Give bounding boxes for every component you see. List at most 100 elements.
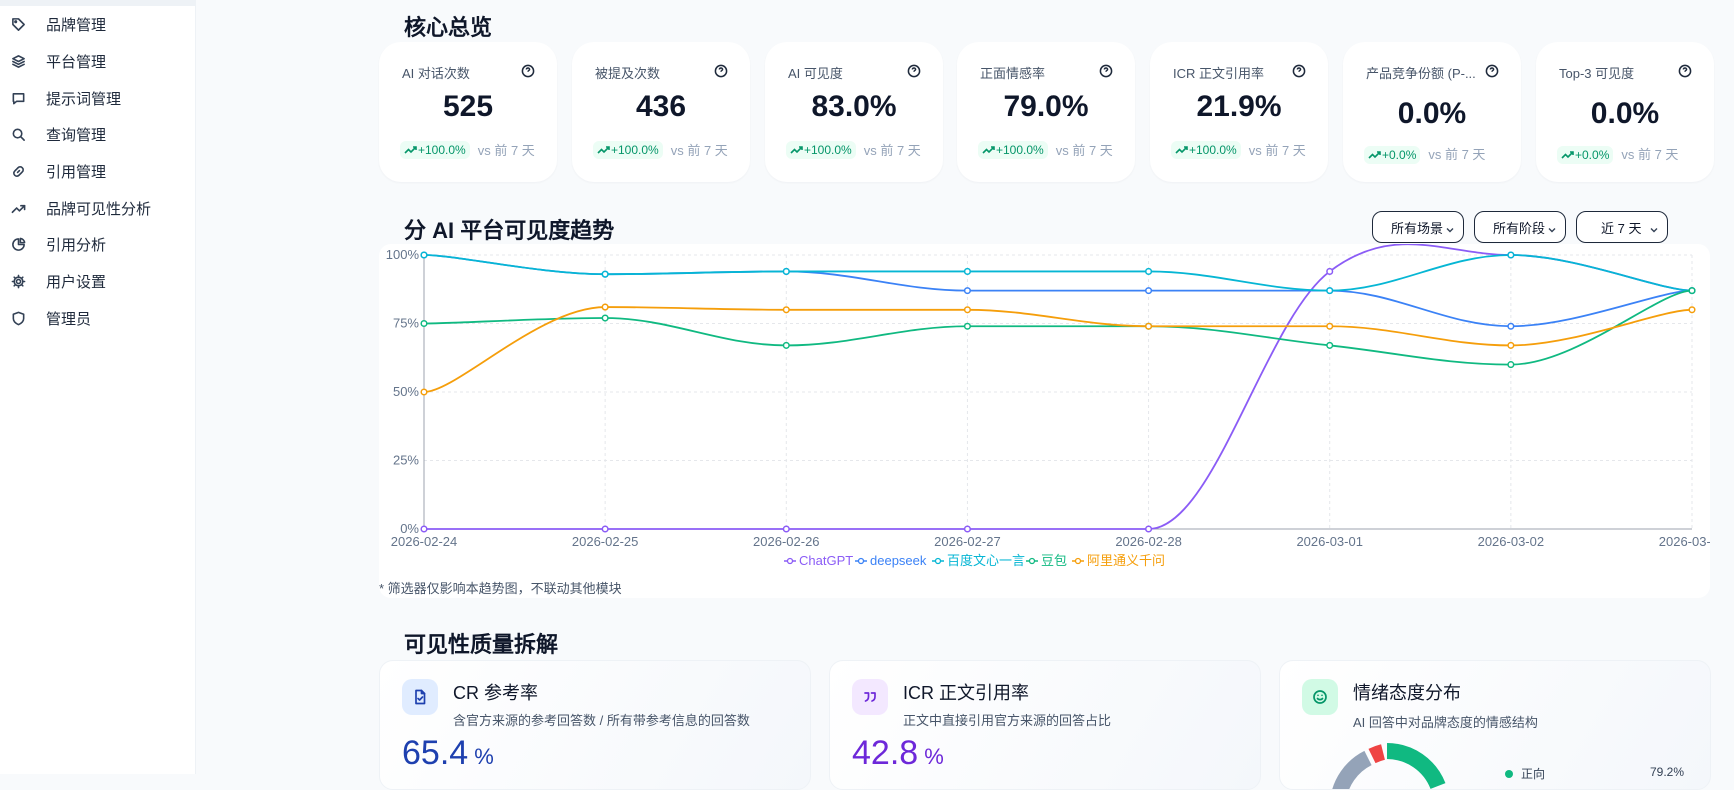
date-range-value: 近 7 天	[1601, 220, 1642, 236]
x-tick-label: 2026-02-25	[572, 534, 639, 549]
data-point	[1507, 322, 1515, 330]
kpi-delta-row: +100.0% vs 前 7 天	[400, 141, 536, 160]
search-icon	[10, 126, 26, 142]
stage-filter[interactable]: 所有阶段	[1474, 211, 1566, 243]
kpi-delta-row: +100.0% vs 前 7 天	[1171, 141, 1307, 160]
stage-filter-value: 所有阶段	[1493, 220, 1546, 236]
series-line-2	[423, 254, 1693, 292]
layers-icon	[10, 53, 26, 69]
data-point	[601, 303, 609, 311]
kpi-label: 正面情感率	[980, 66, 1046, 81]
icr-card-value: 42.8	[852, 734, 919, 772]
kpi-label: ICR 正文引用率	[1173, 66, 1265, 81]
kpi-delta-row: +0.0% vs 前 7 天	[1364, 146, 1485, 164]
kpi-value: 525	[442, 90, 494, 123]
kpi-value: 0.0%	[1590, 97, 1660, 130]
legend-label: deepseek	[870, 553, 927, 568]
kpi-card: 被提及次数 436 +100.0% vs 前 7 天	[572, 42, 750, 182]
overview-title: 核心总览	[404, 15, 493, 40]
legend-label: ChatGPT	[799, 553, 853, 568]
sidebar-item-label: 品牌可见性分析	[46, 200, 152, 218]
x-tick-label: 2026-02-28	[1115, 534, 1182, 549]
kpi-compare: vs 前 7 天	[1621, 147, 1679, 162]
data-point	[1145, 322, 1153, 330]
kpi-compare: vs 前 7 天	[1055, 143, 1113, 158]
help-circle-icon[interactable]	[1292, 64, 1306, 78]
date-range-filter[interactable]: 近 7 天	[1576, 211, 1668, 243]
trending-up-icon	[982, 146, 995, 154]
chevron-down-icon	[1649, 223, 1659, 233]
sidebar-item-label: 品牌管理	[46, 16, 107, 34]
sentiment-card: 情绪态度分布 AI 回答中对品牌态度的情感结构 正向 79.2%	[1279, 660, 1711, 790]
data-point	[1507, 251, 1515, 259]
gear-icon	[10, 273, 26, 289]
kpi-delta: +100.0%	[804, 143, 852, 157]
legend-label: 阿里通义千问	[1087, 553, 1165, 568]
kpi-card: AI 对话次数 525 +100.0% vs 前 7 天	[379, 42, 557, 182]
donut-segment-neutral	[1332, 750, 1372, 789]
sidebar-item-label: 引用管理	[46, 163, 107, 181]
sentiment-donut	[1332, 743, 1446, 789]
kpi-card: Top-3 可见度 0.0% +0.0% vs 前 7 天	[1536, 42, 1714, 182]
sidebar-item-6[interactable]: 引用分析	[0, 226, 196, 262]
data-point	[782, 341, 790, 349]
file-check-icon	[402, 679, 438, 715]
data-point	[1326, 287, 1334, 295]
sidebar-item-1[interactable]: 平台管理	[0, 43, 196, 79]
kpi-value: 83.0%	[811, 90, 897, 123]
trend-chart-card: 0% 25% 50% 75% 100% 2026-02-24 2026-02-25 2026-…	[379, 243, 1725, 598]
icr-card-subtitle: 正文中直接引用官方来源的回答占比	[903, 713, 1112, 728]
donut-segment-negative	[1368, 744, 1386, 764]
cr-card-value-wrap: 65.4%	[402, 734, 494, 773]
kpi-delta: +0.0%	[1382, 148, 1417, 162]
sentiment-card-subtitle: AI 回答中对品牌态度的情感结构	[1353, 715, 1538, 730]
sidebar-item-0[interactable]: 品牌管理	[0, 6, 196, 42]
help-circle-icon[interactable]	[714, 64, 728, 78]
scene-filter[interactable]: 所有场景	[1372, 211, 1464, 243]
data-point	[1145, 287, 1153, 295]
sidebar-item-label: 用户设置	[46, 273, 107, 291]
data-point	[420, 319, 428, 328]
data-point	[1507, 341, 1515, 349]
kpi-delta: +100.0%	[996, 143, 1044, 157]
kpi-card: AI 可见度 83.0% +100.0% vs 前 7 天	[765, 42, 943, 182]
sidebar-item-label: 平台管理	[46, 53, 107, 71]
help-circle-icon[interactable]	[907, 64, 921, 78]
cr-card-unit: %	[474, 744, 494, 769]
data-point	[963, 525, 971, 533]
sentiment-legend-value: 79.2%	[1650, 765, 1685, 779]
sidebar-item-2[interactable]: 提示词管理	[0, 80, 196, 116]
sidebar-item-3[interactable]: 查询管理	[0, 116, 196, 152]
sidebar-item-4[interactable]: 引用管理	[0, 153, 196, 189]
message-icon	[10, 90, 26, 106]
help-circle-icon[interactable]	[1099, 64, 1113, 78]
series-line-1	[423, 254, 1693, 328]
kpi-card: ICR 正文引用率 21.9% +100.0% vs 前 7 天	[1150, 42, 1328, 182]
legend-marker	[786, 557, 794, 565]
data-point	[601, 525, 609, 533]
kpi-delta: +100.0%	[418, 143, 466, 157]
trending-up-icon	[597, 146, 610, 154]
sidebar-item-7[interactable]: 用户设置	[0, 263, 196, 299]
chart-note: * 筛选器仅影响本趋势图，不联动其他模块	[379, 581, 622, 596]
help-circle-icon[interactable]	[521, 64, 535, 78]
kpi-delta: +0.0%	[1575, 148, 1610, 162]
quote-icon	[852, 679, 888, 715]
y-tick-label: 25%	[393, 453, 419, 468]
help-circle-icon[interactable]	[1485, 64, 1499, 78]
help-circle-icon[interactable]	[1678, 64, 1692, 78]
data-point	[1326, 267, 1334, 275]
kpi-compare: vs 前 7 天	[1428, 147, 1486, 162]
y-tick-label: 100%	[386, 247, 420, 262]
data-point	[1507, 361, 1515, 369]
x-tick-label: 2026-02-24	[391, 534, 458, 549]
sidebar-item-5[interactable]: 品牌可见性分析	[0, 190, 196, 226]
data-point	[963, 287, 971, 295]
kpi-delta: +100.0%	[1189, 143, 1237, 157]
shield-icon	[10, 310, 26, 326]
kpi-delta-badge: +0.0%	[1364, 146, 1421, 164]
data-point	[420, 251, 428, 259]
sidebar-item-8[interactable]: 管理员	[0, 300, 196, 336]
cr-card-value: 65.4	[402, 734, 469, 772]
data-point	[782, 306, 790, 314]
